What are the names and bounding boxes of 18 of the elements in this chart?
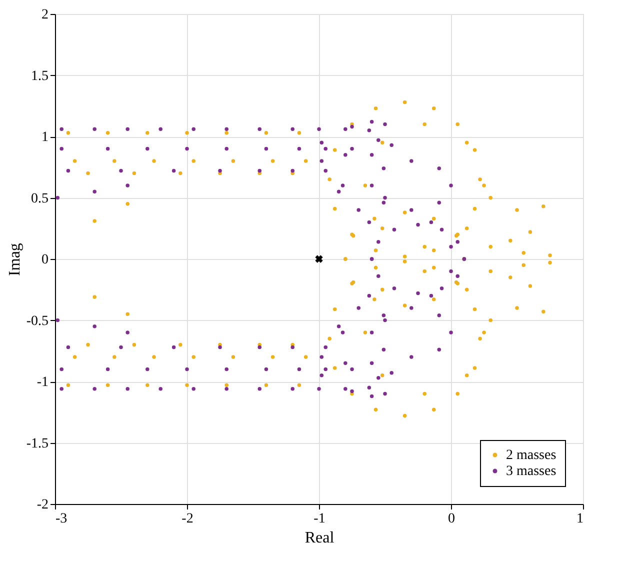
x-tick-label: 1 — [576, 512, 584, 526]
y-tick-label: -1 — [36, 375, 48, 390]
y-tick-label: -1.5 — [26, 436, 48, 452]
y-tick-label: 0 — [42, 252, 48, 268]
y-tick-label: -0.5 — [26, 314, 48, 329]
legend-label: 3 masses — [506, 464, 556, 479]
y-tick-label: 1 — [42, 130, 48, 145]
y-tick-label: 0.5 — [31, 191, 48, 206]
legend-label: 2 masses — [506, 448, 556, 463]
y-tick-label: -2 — [36, 498, 48, 512]
y-tick-label: 2 — [42, 8, 48, 22]
x-tick-label: -1 — [314, 512, 326, 526]
x-tick-label: 0 — [448, 512, 455, 526]
x-axis-title: Real — [304, 530, 335, 546]
x-tick-label: -3 — [56, 512, 68, 526]
x-tick-label: -2 — [182, 512, 194, 526]
y-tick-label: 1.5 — [31, 68, 48, 84]
y-axis-title: Imag — [6, 243, 24, 276]
